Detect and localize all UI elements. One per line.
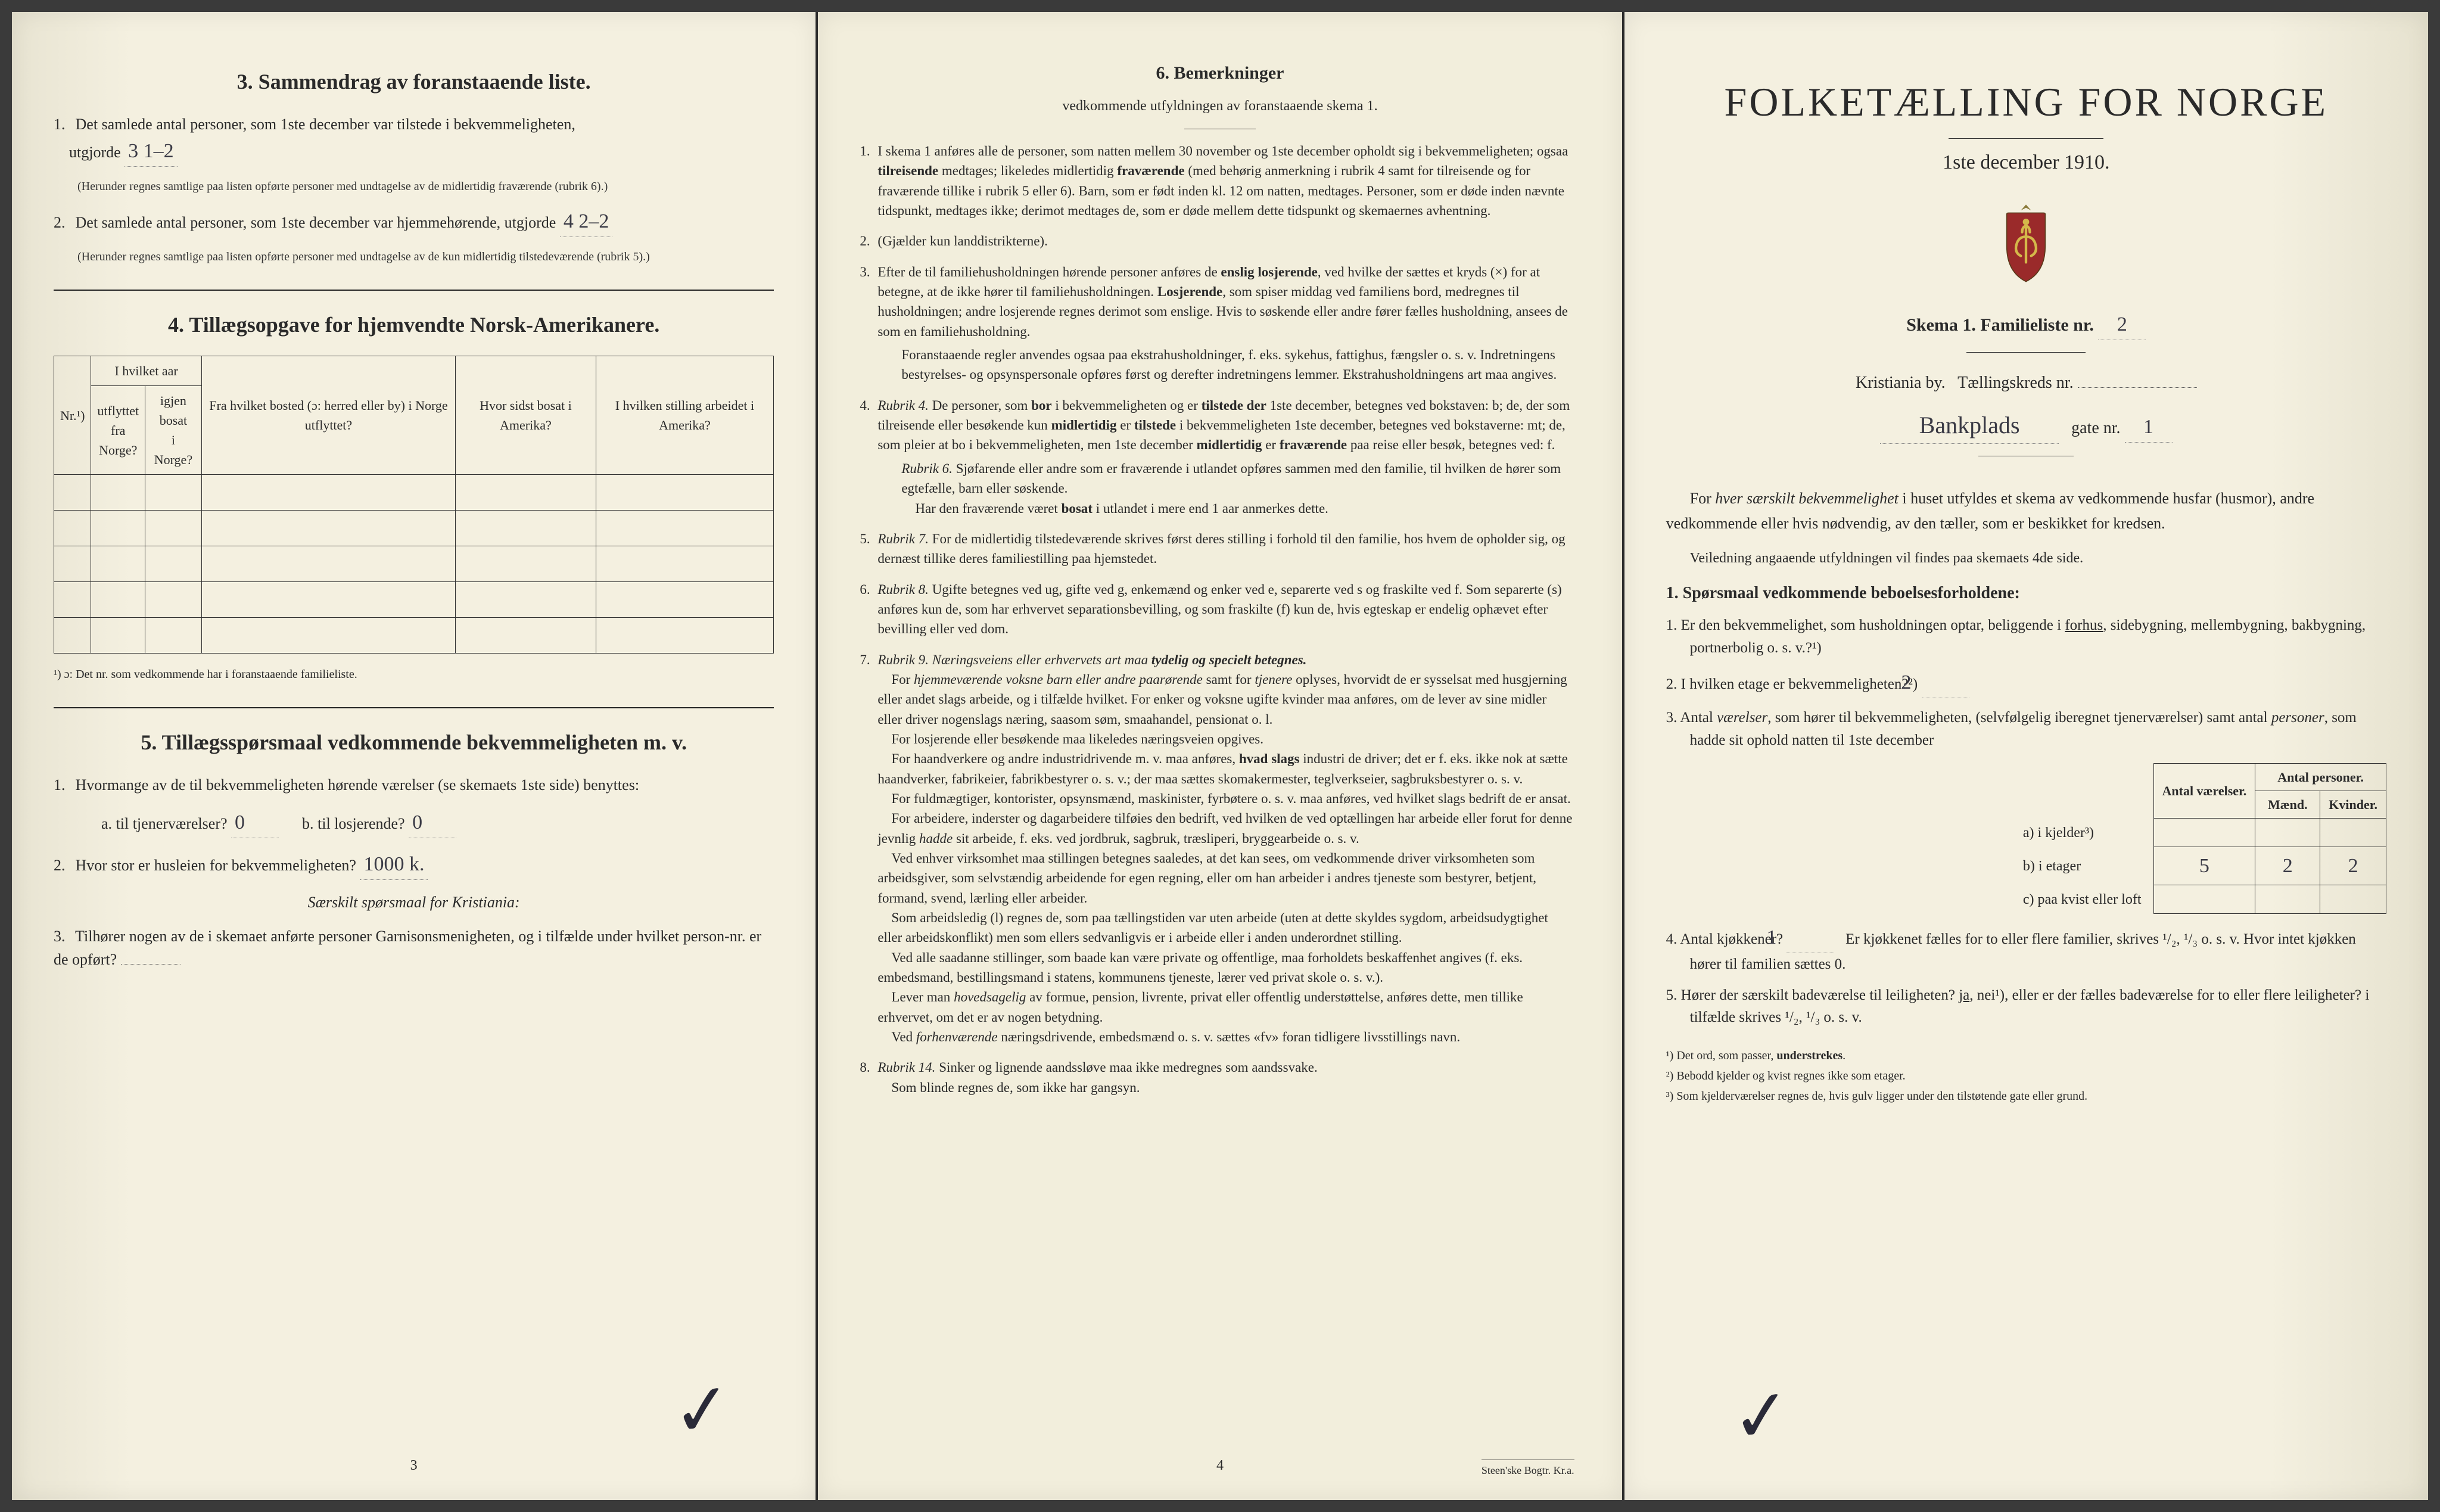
women-value: 2 [2329, 851, 2377, 881]
footnote-line: ³) Som kjelderværelser regnes de, hvis g… [1666, 1087, 2386, 1105]
s5-q1b-value: 0 [409, 807, 456, 838]
checkmark-icon: ✓ [668, 1355, 737, 1467]
footnote-line: ¹) Det ord, som passer, understrekes. [1666, 1047, 2386, 1065]
kristiania-note: Særskilt spørsmaal for Kristiania: [54, 891, 774, 914]
main-title: FOLKETÆLLING FOR NORGE [1666, 71, 2386, 132]
table-row: a) i kjelder³) [2015, 819, 2386, 847]
printer-mark: Steen'ske Bogtr. Kr.a. [1482, 1460, 1574, 1479]
kjokken-value: 1 [1787, 922, 1834, 953]
document-spread: 3. Sammendrag av foranstaaende liste. 1.… [12, 12, 2428, 1500]
bemerkning-item: 5.Rubrik 7. For de midlertidig tilstedev… [860, 529, 1580, 569]
rooms-value: 5 [2180, 851, 2228, 881]
table-row [54, 475, 774, 511]
rooms-table: Antal værelser. Antal personer. Mænd. Kv… [2015, 763, 2386, 914]
checkmark-icon: ✓ [1727, 1361, 1796, 1473]
etage-value: 2 [1922, 667, 1969, 698]
veiledning: Veiledning angaaende utfyldningen vil fi… [1666, 547, 2386, 569]
table-row [54, 582, 774, 618]
s3-q1-value: 3 1–2 [125, 136, 178, 167]
bemerkning-item: 7.Rubrik 9. Næringsveiens eller erhverve… [860, 650, 1580, 1047]
bemerkning-item: 2.(Gjælder kun landdistrikterne). [860, 231, 1580, 251]
r-q3: 3. Antal værelser, som hører til bekvemm… [1666, 707, 2386, 751]
section-6-subtitle: vedkommende utfyldningen av foranstaaend… [860, 95, 1580, 117]
s3-q2-note: (Herunder regnes samtlige paa listen opf… [77, 248, 774, 266]
s5-q1: 1. Hvormange av de til bekvemmeligheten … [54, 773, 774, 797]
bemerkninger-list: 1.I skema 1 anføres alle de personer, so… [860, 141, 1580, 1097]
s5-q2-value: 1000 k. [360, 849, 428, 880]
footnote-line: ²) Bebodd kjelder og kvist regnes ikke s… [1666, 1067, 2386, 1085]
s3-q1-note: (Herunder regnes samtlige paa listen opf… [77, 178, 774, 195]
table-row: c) paa kvist eller loft [2015, 885, 2386, 914]
street-name: Bankplads [1880, 407, 2059, 444]
r-q5: 5. Hører der særskilt badeværelse til le… [1666, 984, 2386, 1029]
s5-q3: 3. Tilhører nogen av de i skemaet anført… [54, 925, 774, 971]
section-4-heading: 4. Tillægsopgave for hjemvendte Norsk-Am… [54, 309, 774, 341]
page-cover: FOLKETÆLLING FOR NORGE 1ste december 191… [1624, 12, 2428, 1500]
bemerkning-item: 8.Rubrik 14. Sinker og lignende aandsslø… [860, 1057, 1580, 1097]
r-q4: 4. Antal kjøkkener? 1 Er kjøkkenet fælle… [1666, 922, 2386, 976]
intro-paragraph: For hver særskilt bekvemmelighet i huset… [1666, 486, 2386, 536]
table-row: b) i etager 5 2 2 [2015, 847, 2386, 885]
section-5-heading: 5. Tillægsspørsmaal vedkommende bekvemme… [54, 726, 774, 758]
skema-line: Skema 1. Familieliste nr. 2 [1666, 309, 2386, 340]
familieliste-nr: 2 [2098, 309, 2146, 340]
bemerkning-item: 1.I skema 1 anføres alle de personer, so… [860, 141, 1580, 220]
s3-q2: 2. Det samlede antal personer, som 1ste … [54, 206, 774, 237]
footnotes: ¹) Det ord, som passer, understrekes. ²) … [1666, 1047, 2386, 1105]
sporsmaal-heading: 1. Spørsmaal vedkommende beboelsesforhol… [1666, 581, 2386, 606]
page-3: 3. Sammendrag av foranstaaende liste. 1.… [12, 12, 816, 1500]
r-q2: 2. I hvilken etage er bekvemmeligheten?²… [1666, 667, 2386, 698]
s4-footnote: ¹) ɔ: Det nr. som vedkommende har i fora… [54, 665, 774, 683]
section-3-heading: 3. Sammendrag av foranstaaende liste. [54, 66, 774, 98]
section-6-heading: 6. Bemerkninger [860, 60, 1580, 86]
r-q1: 1. Er den bekvemmelighet, som husholdnin… [1666, 614, 2386, 659]
norsk-amerikanere-table: Nr.¹) I hvilket aar Fra hvilket bosted (… [54, 356, 774, 654]
table-row [54, 546, 774, 582]
census-date: 1ste december 1910. [1666, 147, 2386, 178]
bemerkning-item: 6.Rubrik 8. Ugifte betegnes ved ug, gift… [860, 580, 1580, 639]
table-row [54, 618, 774, 654]
s3-q1: 1. Det samlede antal personer, som 1ste … [54, 113, 774, 167]
s5-q1a-value: 0 [231, 807, 279, 838]
page-number: 3 [410, 1455, 418, 1476]
bemerkning-item: 4.Rubrik 4. De personer, som bor i bekve… [860, 396, 1580, 518]
table-row [54, 511, 774, 546]
s3-q2-value: 4 2–2 [560, 206, 613, 237]
divider [54, 290, 774, 291]
divider [54, 707, 774, 708]
coat-of-arms-icon [1666, 201, 2386, 291]
s5-q2: 2. Hvor stor er husleien for bekvemmelig… [54, 849, 774, 880]
page-4: 6. Bemerkninger vedkommende utfyldningen… [818, 12, 1622, 1500]
gate-nr: 1 [2125, 412, 2173, 443]
page-number: 4 [1216, 1455, 1224, 1476]
bemerkning-item: 3.Efter de til familiehusholdningen høre… [860, 262, 1580, 385]
men-value: 2 [2264, 851, 2311, 881]
